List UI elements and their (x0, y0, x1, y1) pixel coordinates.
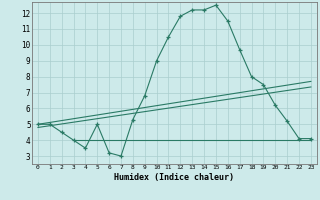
X-axis label: Humidex (Indice chaleur): Humidex (Indice chaleur) (115, 173, 234, 182)
